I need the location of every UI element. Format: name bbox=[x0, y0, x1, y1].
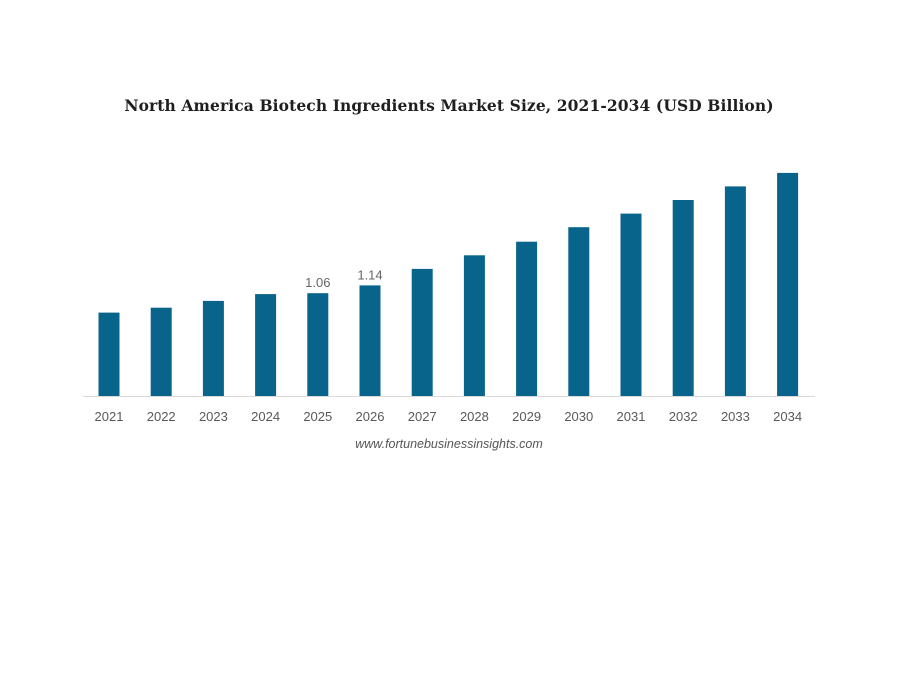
bar-2024 bbox=[255, 294, 277, 396]
x-tick-label-2022: 2022 bbox=[147, 409, 176, 424]
x-tick-label-2027: 2027 bbox=[408, 409, 437, 424]
bar-2026 bbox=[359, 285, 381, 396]
bar-2027 bbox=[411, 268, 433, 396]
x-tick-label-2031: 2031 bbox=[617, 409, 646, 424]
bar-2021 bbox=[98, 312, 120, 396]
x-tick-label-2024: 2024 bbox=[251, 409, 280, 424]
x-tick-label-2033: 2033 bbox=[721, 409, 750, 424]
x-tick-label-2032: 2032 bbox=[669, 409, 698, 424]
x-tick-label-2021: 2021 bbox=[95, 409, 124, 424]
x-tick-label-2023: 2023 bbox=[199, 409, 228, 424]
bar-2028 bbox=[463, 255, 485, 396]
data-label-2026: 1.14 bbox=[357, 267, 382, 282]
bar-2030 bbox=[568, 227, 590, 396]
chart-title: North America Biotech Ingredients Market… bbox=[124, 96, 774, 115]
bar-2023 bbox=[202, 300, 224, 396]
data-label-2025: 1.06 bbox=[305, 275, 330, 290]
x-tick-label-2030: 2030 bbox=[564, 409, 593, 424]
x-tick-label-2025: 2025 bbox=[303, 409, 332, 424]
bar-2029 bbox=[516, 241, 538, 396]
source-attribution: www.fortunebusinessinsights.com bbox=[355, 437, 543, 451]
bar-2031 bbox=[620, 213, 642, 396]
x-tick-label-2029: 2029 bbox=[512, 409, 541, 424]
bar-2022 bbox=[150, 307, 172, 396]
bar-2034 bbox=[777, 172, 799, 396]
bar-2033 bbox=[724, 186, 746, 396]
x-tick-label-2026: 2026 bbox=[356, 409, 385, 424]
x-tick-label-2028: 2028 bbox=[460, 409, 489, 424]
bar-2025 bbox=[307, 293, 329, 396]
bar-2032 bbox=[672, 200, 694, 396]
x-tick-label-2034: 2034 bbox=[773, 409, 802, 424]
